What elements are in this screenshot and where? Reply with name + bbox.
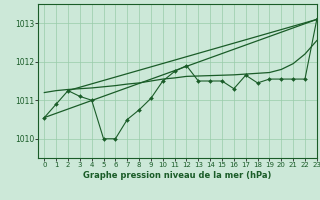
X-axis label: Graphe pression niveau de la mer (hPa): Graphe pression niveau de la mer (hPa) bbox=[84, 171, 272, 180]
